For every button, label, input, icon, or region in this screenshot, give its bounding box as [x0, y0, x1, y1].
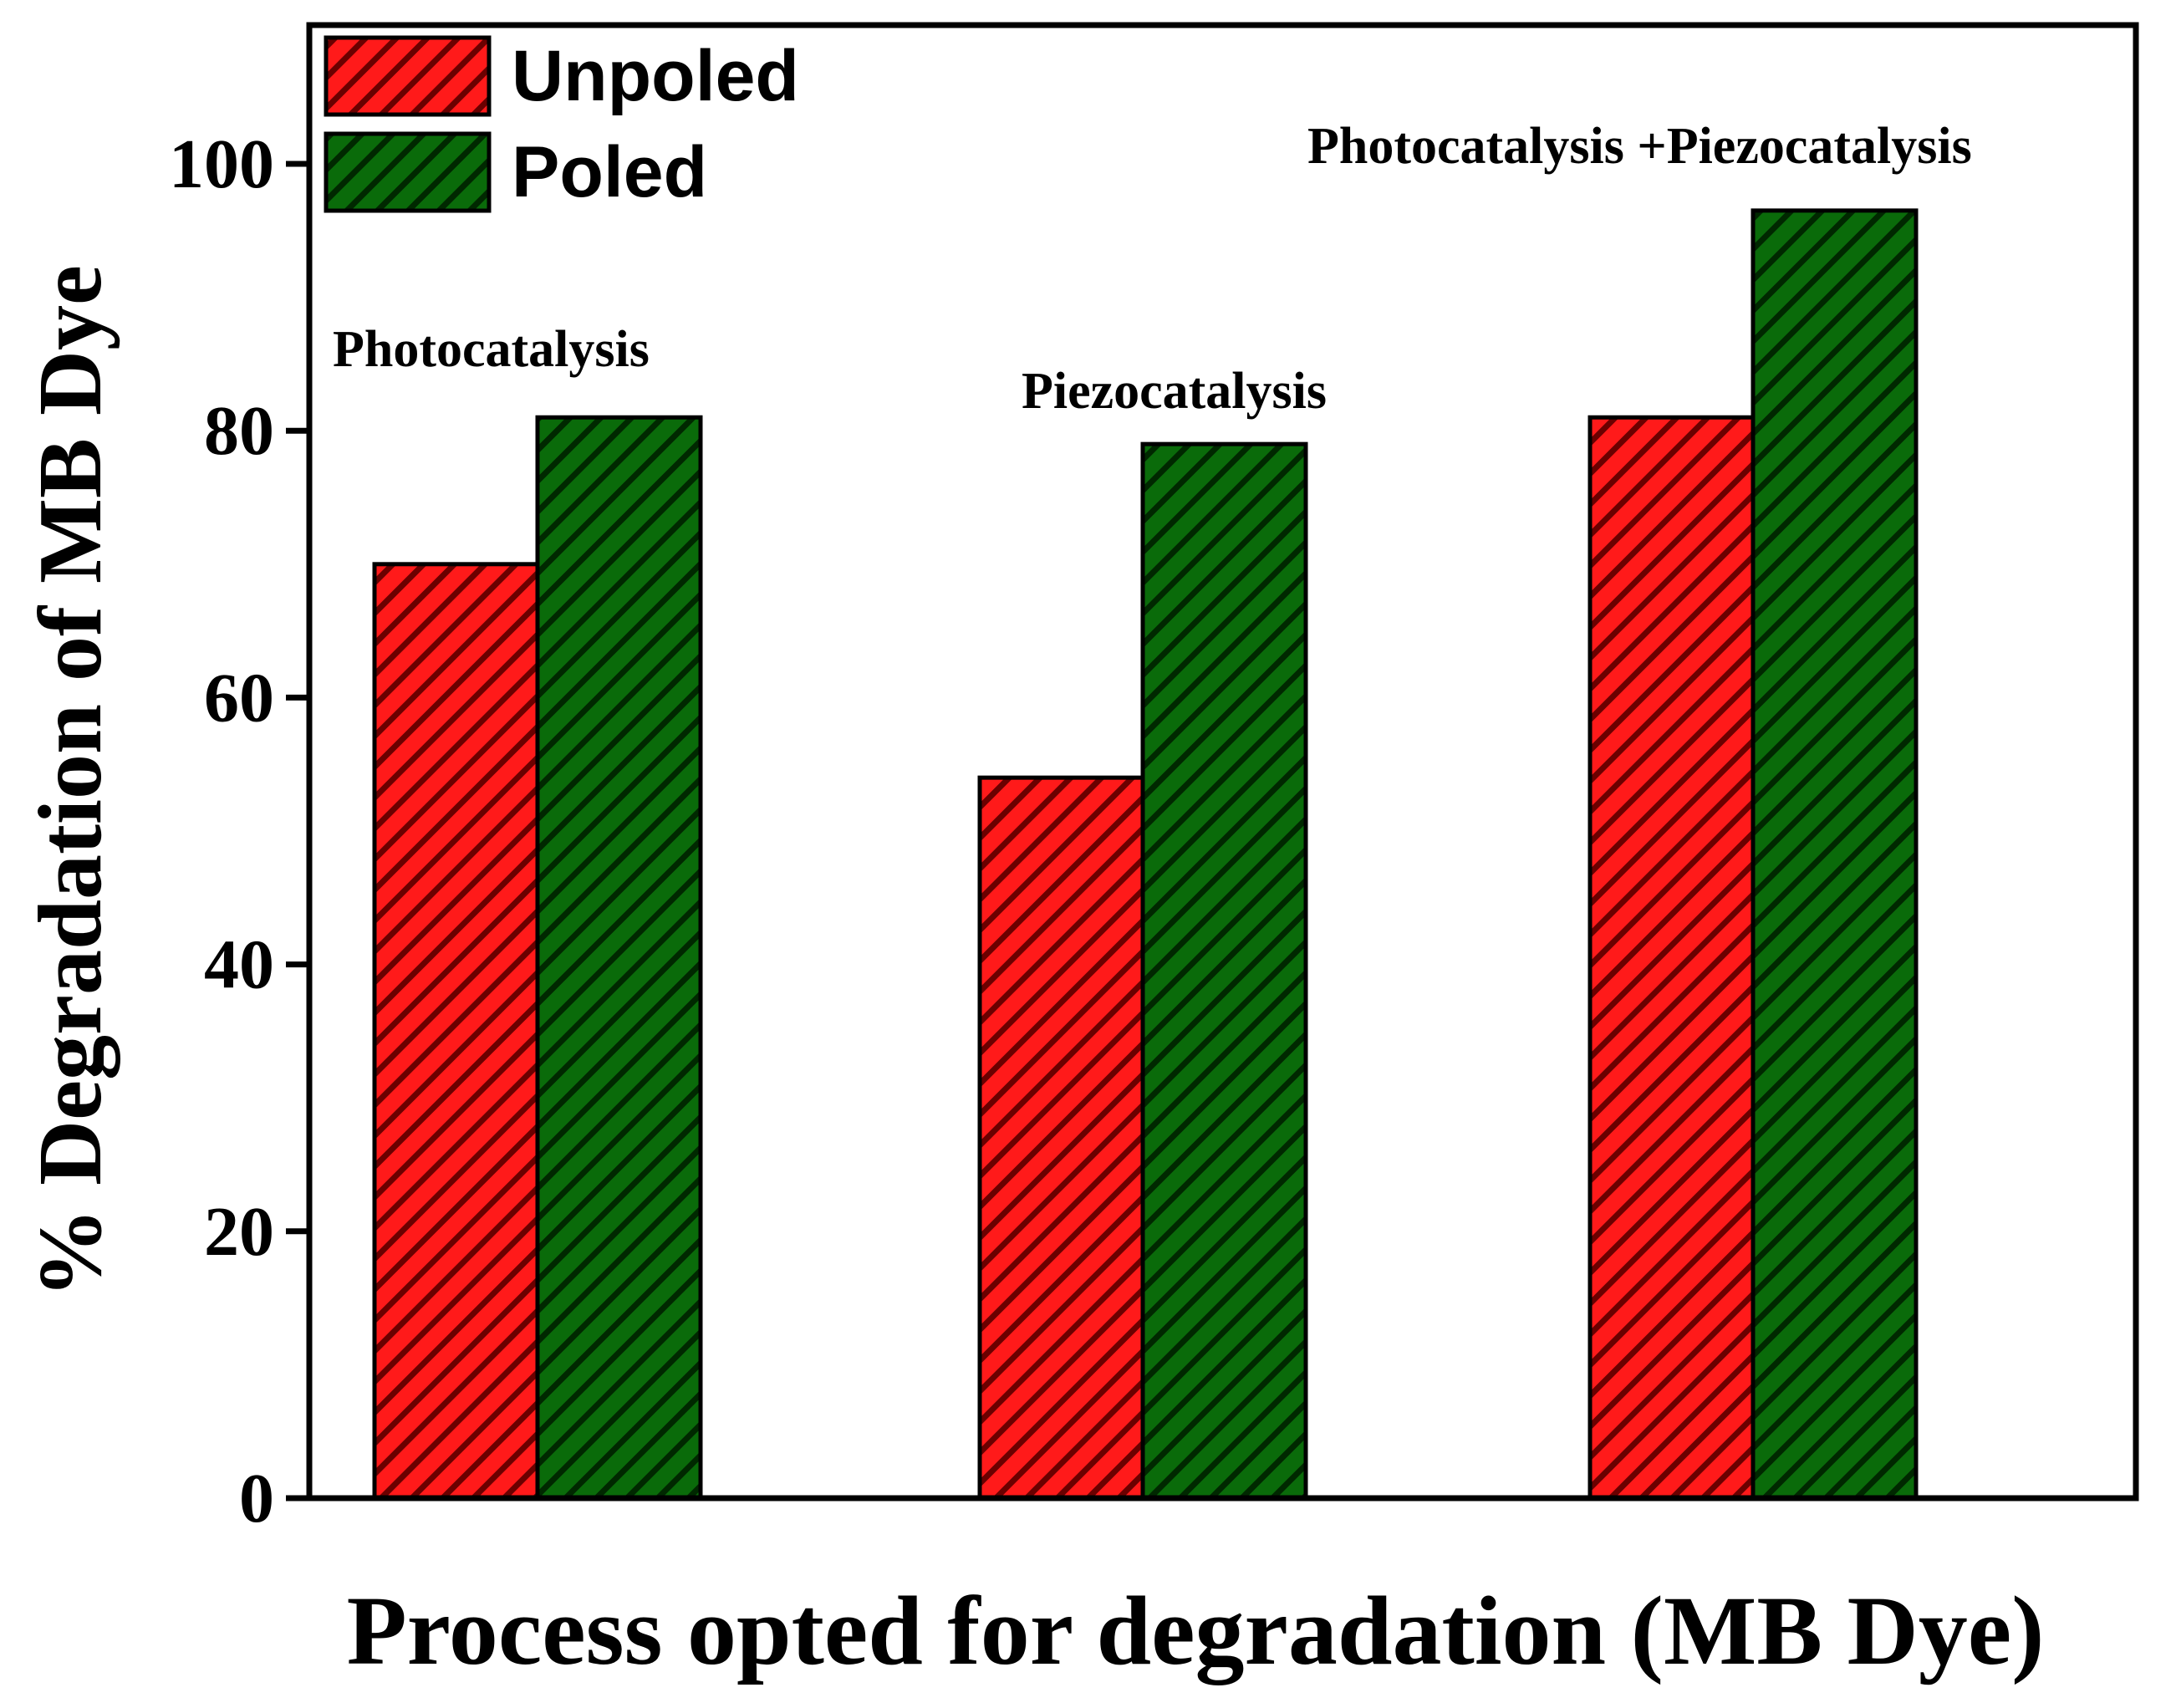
legend-swatch-unpoled: [324, 35, 492, 117]
legend-label-poled: Poled: [512, 132, 707, 212]
y-tick-label: 40: [204, 926, 274, 1004]
bar-unpoled-2: [977, 775, 1145, 1501]
y-tick-label: 80: [204, 392, 274, 470]
bar-poled-1: [535, 415, 703, 1501]
bar-unpoled-1: [372, 562, 540, 1501]
y-tick-label: 20: [204, 1193, 274, 1271]
annotation-3: Photocatalysis +Piezocatalysis: [1307, 118, 1972, 175]
legend: Unpoled Poled: [324, 35, 799, 213]
annotations: Photocatalysis Piezocatalysis Photocatalys…: [333, 118, 1972, 420]
bar-poled-2: [1140, 441, 1308, 1501]
y-axis-ticks: 0 20 40 60 80 100: [169, 125, 309, 1537]
x-axis-title: Process opted for degradation (MB Dye): [347, 1576, 2045, 1685]
y-tick-label: 100: [169, 125, 274, 203]
bars-layer: [372, 208, 1919, 1501]
legend-swatch-poled: [324, 131, 492, 213]
plot-frame: [306, 22, 2139, 1502]
y-axis-title: % Degradation of MB Dye: [21, 265, 120, 1298]
y-tick-label: 60: [204, 659, 274, 737]
legend-label-unpoled: Unpoled: [512, 36, 799, 116]
annotation-2: Piezocatalysis: [1022, 363, 1327, 420]
bar-poled-3: [1751, 208, 1919, 1501]
bar-unpoled-3: [1587, 415, 1756, 1501]
annotation-1: Photocatalysis: [333, 321, 650, 378]
y-tick-label: 0: [239, 1460, 274, 1537]
